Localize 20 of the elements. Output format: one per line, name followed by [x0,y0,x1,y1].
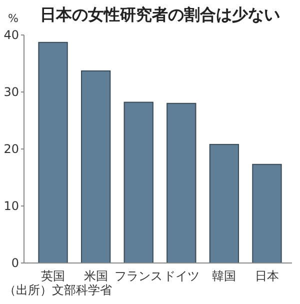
x-tick-label: フランス [114,269,163,283]
x-tick-label: ドイツ [163,269,200,283]
y-tick-label: 40 [4,28,19,42]
bar [38,42,68,264]
y-axis-title: % [8,12,18,25]
x-tick-label: 日本 [254,269,279,283]
x-tick-label: 米国 [84,269,108,283]
chart-title: 日本の女性研究者の割合は少ない [40,5,280,24]
text: （出所）文部科学省 [4,283,112,297]
y-tick-label: 30 [4,85,19,100]
bar [166,102,196,264]
bar [124,102,154,264]
bar [80,70,111,264]
bar [209,144,240,264]
y-tick-label: 20 [4,142,19,156]
x-tick-label: 韓国 [212,269,236,283]
y-tick-label: 0 [11,256,19,270]
y-tick-label: 10 [4,199,19,214]
bar [252,164,282,264]
x-tick-label: 英国 [41,269,66,283]
